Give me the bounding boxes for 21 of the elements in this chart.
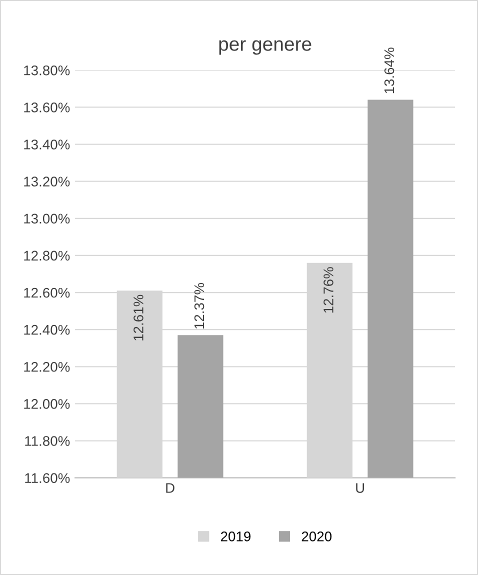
y-tick-label: 13.20% — [24, 176, 70, 187]
y-tick-label: 11.80% — [25, 436, 70, 446]
y-tick-label: 12.60% — [24, 288, 70, 298]
data-label: 12.76% — [324, 267, 334, 313]
y-tick-label: 11.60% — [25, 473, 70, 483]
x-tick-label: D — [166, 483, 174, 493]
data-label: 12.61% — [134, 294, 144, 340]
y-tick-label: 13.40% — [24, 140, 70, 150]
y-tick-label: 13.60% — [24, 102, 70, 112]
chart-title: per genere — [219, 40, 312, 55]
data-label: 12.37% — [194, 282, 204, 329]
y-tick-label: 12.40% — [24, 324, 70, 335]
y-tick-label: 12.00% — [24, 399, 70, 409]
y-tick-label: 12.20% — [24, 362, 70, 372]
y-tick-label: 13.00% — [24, 214, 70, 224]
x-tick-label: U — [356, 483, 364, 493]
legend-label: 2019 — [220, 532, 251, 542]
y-tick-label: 12.80% — [24, 250, 70, 261]
y-tick-label: 13.80% — [24, 65, 70, 76]
data-label: 13.64% — [384, 48, 394, 94]
legend-label: 2020 — [302, 532, 332, 542]
